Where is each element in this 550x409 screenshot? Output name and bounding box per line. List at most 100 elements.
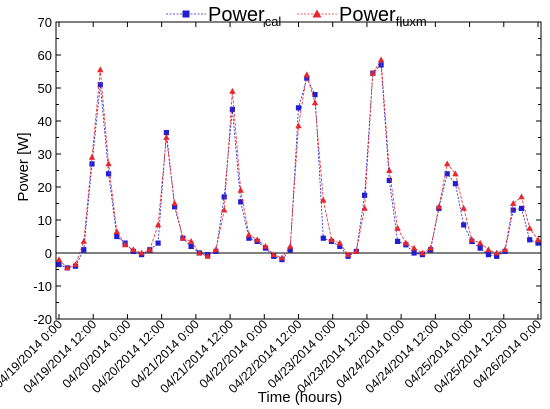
data-point-triangle — [254, 236, 261, 243]
data-point-triangle — [179, 234, 187, 241]
data-point-triangle — [130, 246, 137, 253]
data-point-triangle — [237, 186, 244, 193]
data-point-triangle — [212, 246, 220, 253]
data-point-triangle — [518, 193, 525, 200]
data-point-triangle — [344, 251, 352, 257]
data-point-square — [56, 261, 62, 268]
y-tick-label: 40 — [38, 114, 52, 129]
data-point-square — [395, 238, 401, 244]
data-point-square — [155, 240, 161, 246]
data-point-triangle — [419, 249, 426, 256]
y-tick-label: -10 — [33, 279, 52, 294]
data-point-triangle — [287, 243, 294, 249]
x-axis-label: Time (hours) — [258, 389, 342, 406]
data-point-square — [229, 106, 235, 112]
data-point-triangle — [196, 249, 203, 256]
data-point-triangle — [526, 224, 533, 231]
data-point-square — [295, 105, 302, 111]
data-point-triangle — [221, 206, 228, 213]
data-point-triangle — [410, 244, 418, 251]
data-point-square — [188, 243, 194, 249]
data-point-triangle — [501, 246, 509, 253]
data-point-triangle — [427, 244, 434, 251]
data-point-triangle — [245, 231, 253, 238]
data-point-triangle — [187, 238, 195, 244]
data-point-triangle — [493, 249, 500, 256]
data-point-triangle — [328, 236, 335, 243]
data-point-square — [114, 233, 120, 240]
data-point-square — [304, 75, 310, 81]
data-point-triangle — [303, 71, 310, 78]
series-power-fluxm — [55, 56, 542, 271]
data-point-square — [386, 177, 392, 183]
y-tick-label: -20 — [33, 312, 52, 327]
data-point-triangle — [163, 134, 170, 140]
data-point-square — [163, 130, 169, 136]
data-point-square — [494, 253, 500, 259]
data-point-triangle — [311, 99, 319, 106]
data-point-triangle — [452, 170, 459, 177]
data-point-triangle — [534, 236, 542, 243]
data-point-square — [510, 207, 516, 213]
data-point-square — [461, 222, 467, 228]
data-point-triangle — [435, 203, 443, 210]
data-point-triangle — [88, 153, 96, 160]
data-point-triangle — [377, 56, 385, 63]
data-point-square — [535, 240, 541, 246]
data-point-square — [320, 235, 326, 241]
data-point-square — [246, 235, 252, 241]
y-tick-label: 50 — [38, 81, 52, 96]
legend-label-power-fluxm-main: Power — [339, 4, 396, 26]
data-point-triangle — [510, 200, 517, 206]
data-point-triangle — [336, 239, 343, 246]
data-point-triangle — [295, 122, 302, 129]
data-point-square — [485, 252, 491, 258]
data-point-triangle — [64, 264, 71, 271]
data-point-square — [444, 171, 450, 177]
data-point-triangle — [171, 200, 178, 206]
data-point-triangle — [204, 252, 211, 259]
plot-frame — [55, 21, 542, 320]
series-line — [58, 63, 539, 269]
data-point-triangle — [361, 205, 368, 211]
y-tick-label: 20 — [38, 180, 52, 195]
data-point-triangle — [468, 236, 476, 243]
svg-text:Powerfluxm: Powerfluxm — [339, 4, 427, 29]
data-point-triangle — [138, 249, 145, 256]
data-point-triangle — [80, 238, 87, 244]
data-point-square — [452, 181, 458, 187]
data-point-square — [312, 92, 318, 98]
data-point-square — [172, 204, 178, 210]
svg-text:Powercal: Powercal — [208, 4, 281, 29]
data-point-square — [527, 237, 533, 243]
series-power-cal — [56, 62, 541, 271]
data-point-square — [362, 192, 368, 198]
data-point-triangle — [229, 87, 236, 94]
legend-label-power-cal-main: Power — [208, 4, 265, 26]
data-point-square — [97, 82, 103, 88]
y-tick-label: 70 — [38, 15, 52, 30]
series-layer — [55, 56, 542, 271]
series-line — [58, 58, 539, 269]
data-point-triangle — [386, 167, 393, 173]
data-point-square — [287, 247, 293, 253]
legend-marker-square-icon — [182, 10, 190, 18]
data-point-square — [477, 245, 483, 251]
data-point-triangle — [477, 239, 484, 246]
data-point-triangle — [105, 160, 112, 167]
data-point-triangle — [353, 247, 360, 254]
data-point-triangle — [154, 221, 162, 228]
data-point-square — [337, 243, 343, 249]
data-point-triangle — [97, 66, 104, 73]
legend-marker-triangle-icon — [312, 9, 322, 18]
data-point-square — [89, 161, 95, 167]
data-point-square — [411, 250, 417, 256]
data-point-square — [81, 247, 87, 253]
data-point-triangle — [444, 160, 451, 167]
y-tick-label: 30 — [38, 147, 52, 162]
data-point-square — [518, 205, 525, 211]
y-tick-label: 10 — [38, 213, 52, 228]
data-point-triangle — [369, 69, 376, 76]
